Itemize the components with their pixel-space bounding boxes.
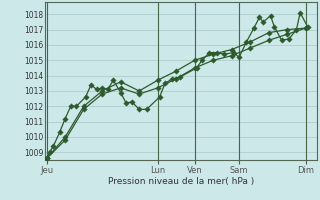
X-axis label: Pression niveau de la mer( hPa ): Pression niveau de la mer( hPa ) — [108, 177, 254, 186]
